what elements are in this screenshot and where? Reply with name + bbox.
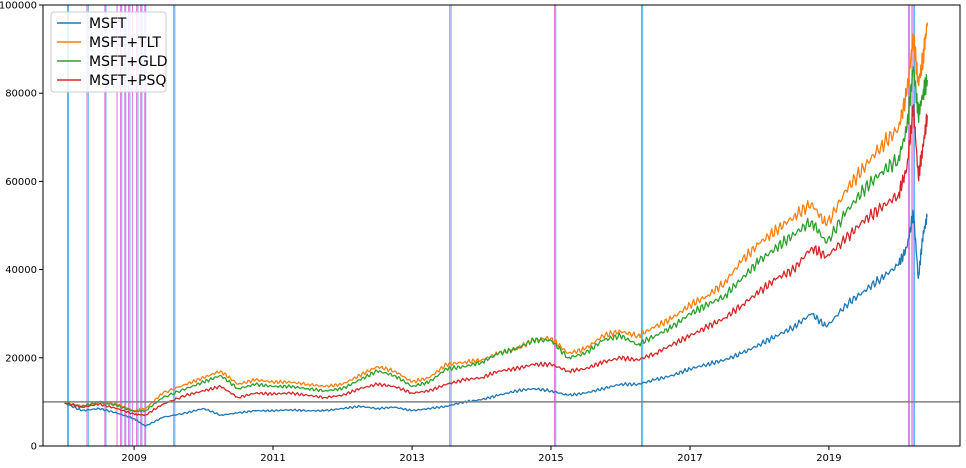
x-tick-label-3: 2015 [538, 453, 563, 464]
x-tick-label-0: 2009 [121, 453, 146, 464]
legend-box [50, 11, 167, 93]
legend-label-2: MSFT+GLD [89, 54, 167, 70]
y-axis: 0 20000 40000 60000 80000 100000 [0, 1, 43, 453]
y-tick-label-2: 40000 [5, 265, 37, 276]
legend: MSFT MSFT+TLT MSFT+GLD MSFT+PSQ [50, 11, 167, 93]
series-line-msft-plus-psq [64, 103, 928, 417]
x-tick-label-1: 2011 [260, 453, 285, 464]
x-tick-label-2: 2013 [399, 453, 424, 464]
vertical-marker-lines [67, 5, 916, 446]
legend-label-3: MSFT+PSQ [89, 73, 166, 89]
y-tick-label-3: 60000 [5, 177, 37, 188]
series-line-msft [64, 209, 928, 427]
series-line-msft-plus-tlt [64, 22, 928, 412]
legend-label-1: MSFT+TLT [89, 35, 161, 51]
series-lines [43, 22, 960, 427]
y-tick-label-0: 0 [31, 442, 37, 453]
x-axis: 2009 2011 2013 2015 2017 2019 [121, 446, 842, 464]
y-tick-label-4: 80000 [5, 89, 37, 100]
x-tick-label-4: 2017 [677, 453, 702, 464]
x-tick-label-5: 2019 [816, 453, 841, 464]
plot-frame [42, 4, 961, 447]
y-tick-label-1: 20000 [5, 353, 37, 364]
series-line-msft-plus-gld [64, 66, 928, 413]
legend-label-0: MSFT [89, 16, 127, 32]
y-tick-label-5: 100000 [0, 1, 37, 12]
